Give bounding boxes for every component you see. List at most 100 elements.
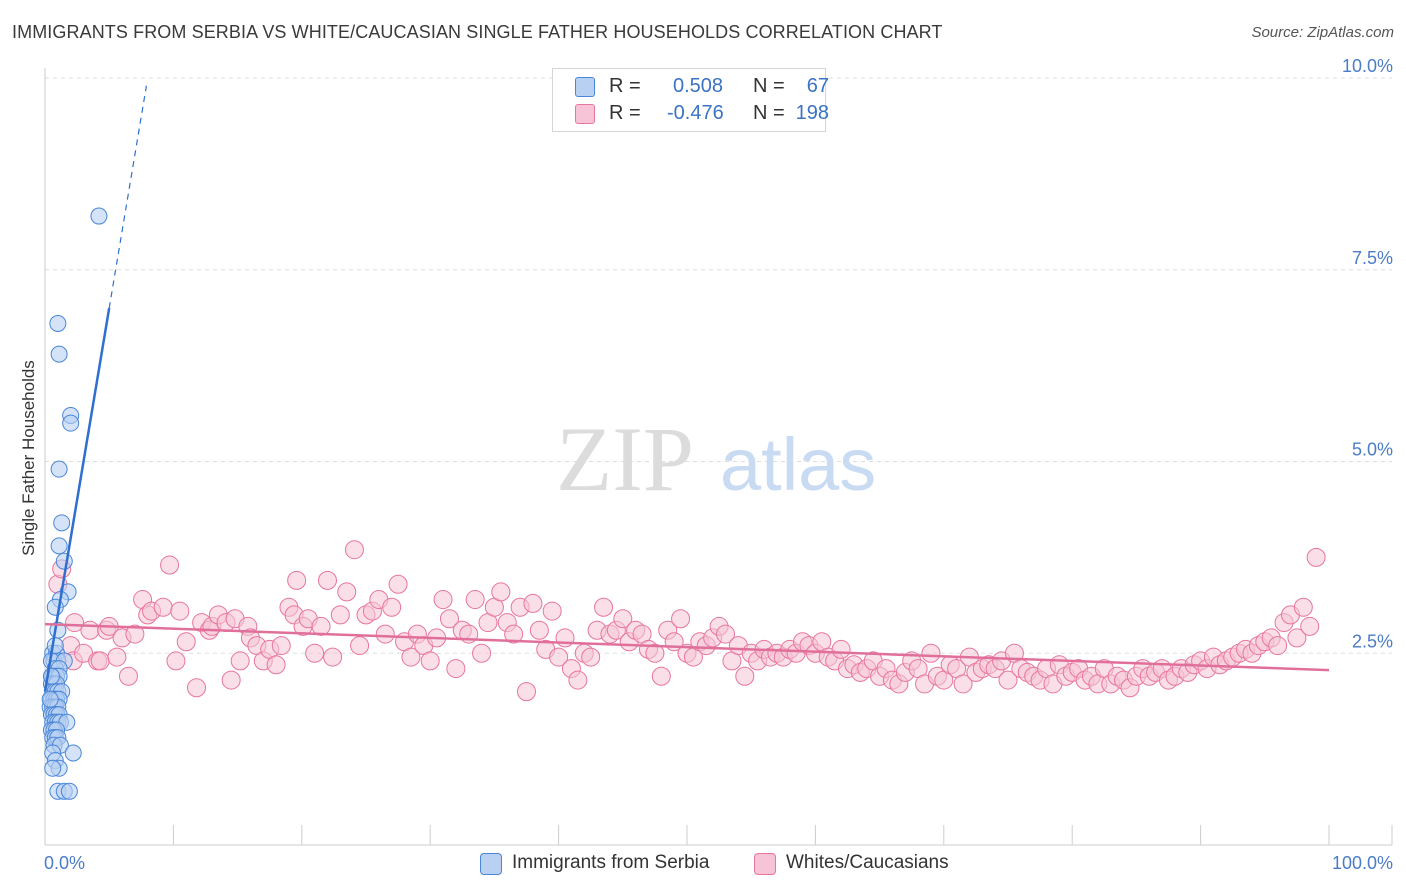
legend-label-whites: Whites/Caucasians xyxy=(786,852,949,873)
data-point-whites xyxy=(716,624,736,644)
gridlines xyxy=(45,77,1392,654)
data-point-whites xyxy=(153,597,173,617)
data-point-whites xyxy=(504,624,524,644)
legend-label-serbia: Immigrants from Serbia xyxy=(512,852,710,873)
data-point-whites xyxy=(472,643,492,663)
data-point-whites xyxy=(337,582,357,602)
data-point-whites xyxy=(439,609,459,629)
data-point-whites xyxy=(529,620,549,640)
data-point-serbia xyxy=(46,637,64,655)
data-point-whites xyxy=(1287,628,1307,648)
data-point-serbia xyxy=(55,552,73,570)
data-point-whites xyxy=(645,643,665,663)
data-point-serbia xyxy=(62,414,80,432)
data-point-whites xyxy=(287,570,307,590)
data-point-serbia xyxy=(50,460,68,478)
data-point-whites xyxy=(549,647,569,667)
data-point-serbia xyxy=(53,514,71,532)
data-point-serbia xyxy=(50,537,68,555)
data-point-whites xyxy=(80,620,100,640)
legend-n-value: 198 xyxy=(795,102,829,124)
data-point-whites xyxy=(221,670,241,690)
data-point-whites xyxy=(107,647,127,667)
y-axis-label: Single Father Households xyxy=(19,360,38,556)
axes xyxy=(44,68,1393,846)
source-label: Source: ZipAtlas.com xyxy=(1251,24,1394,41)
trend-line-serbia-extension xyxy=(108,85,148,309)
data-point-whites xyxy=(65,613,85,633)
data-point-whites xyxy=(953,674,973,694)
data-point-whites xyxy=(388,574,408,594)
data-point-serbia xyxy=(44,759,62,777)
data-point-whites xyxy=(118,666,138,686)
data-point-whites xyxy=(523,593,543,613)
data-point-whites xyxy=(517,682,536,702)
chart-title: IMMIGRANTS FROM SERBIA VS WHITE/CAUCASIA… xyxy=(12,22,943,42)
data-point-whites xyxy=(594,597,614,617)
data-point-serbia xyxy=(64,744,82,762)
legend-r-label: R = xyxy=(609,102,641,124)
data-point-whites xyxy=(433,590,453,610)
data-point-whites xyxy=(330,605,350,625)
data-point-whites xyxy=(1293,597,1313,617)
data-point-whites xyxy=(311,616,331,636)
series-legend: Immigrants from Serbia Whites/Caucasians xyxy=(0,852,1406,878)
data-point-whites xyxy=(651,666,671,686)
data-point-whites xyxy=(542,601,562,621)
correlation-legend: R = 0.508 N = 67 R = -0.476 N = 198 xyxy=(552,68,829,132)
data-point-whites xyxy=(568,670,588,690)
data-point-whites xyxy=(166,651,186,671)
data-point-whites xyxy=(125,624,145,644)
series-whites-caucasians xyxy=(48,540,1326,702)
axis-labels: 2.5% 5.0% 7.5% 10.0% 0.0% 100.0% Single Father… xyxy=(19,56,1393,873)
data-point-whites xyxy=(317,570,337,590)
data-point-whites xyxy=(420,651,440,671)
trend-line-whites xyxy=(44,622,1330,672)
data-point-serbia xyxy=(41,690,59,708)
data-point-whites xyxy=(831,639,851,659)
data-point-whites xyxy=(1300,616,1320,636)
data-point-whites xyxy=(671,609,691,629)
data-point-whites xyxy=(401,647,421,667)
watermark-zip: ZIP xyxy=(556,408,694,510)
y-tick-label: 10.0% xyxy=(1342,56,1393,76)
data-point-whites xyxy=(1306,547,1326,567)
legend-n-label: N = xyxy=(753,75,785,97)
data-point-whites xyxy=(921,643,941,663)
legend-swatch-blue xyxy=(575,77,595,97)
data-point-whites xyxy=(465,590,485,610)
watermark-atlas: atlas xyxy=(720,423,876,506)
legend-swatch-pink xyxy=(754,853,776,875)
data-point-serbia xyxy=(90,207,108,225)
data-point-whites xyxy=(1268,636,1288,656)
data-point-whites xyxy=(344,540,364,560)
data-point-serbia xyxy=(60,782,78,800)
data-point-whites xyxy=(581,647,601,667)
legend-swatch-pink xyxy=(575,104,595,124)
data-point-whites xyxy=(382,597,402,617)
data-point-whites xyxy=(90,651,110,671)
data-point-whites xyxy=(271,636,291,656)
data-point-serbia xyxy=(49,314,67,332)
legend-n-label: N = xyxy=(753,102,785,124)
legend-n-value: 67 xyxy=(806,75,829,97)
data-point-whites xyxy=(187,678,207,698)
data-point-whites xyxy=(323,647,343,667)
data-point-whites xyxy=(266,655,286,675)
data-point-whites xyxy=(160,555,180,575)
data-point-whites xyxy=(350,636,370,656)
legend-r-value: -0.476 xyxy=(667,102,724,124)
data-point-whites xyxy=(230,651,250,671)
data-point-whites xyxy=(176,632,196,652)
y-tick-label: 5.0% xyxy=(1352,440,1393,460)
legend-swatch-blue xyxy=(480,853,502,875)
x-tick-label-end: 100.0% xyxy=(1332,853,1393,873)
data-point-serbia xyxy=(50,345,68,363)
x-tick-label-start: 0.0% xyxy=(44,853,85,873)
data-point-whites xyxy=(375,624,395,644)
y-tick-label: 7.5% xyxy=(1352,248,1393,268)
data-point-whites xyxy=(491,582,511,602)
data-point-whites xyxy=(170,601,190,621)
y-tick-label: 2.5% xyxy=(1352,631,1393,651)
